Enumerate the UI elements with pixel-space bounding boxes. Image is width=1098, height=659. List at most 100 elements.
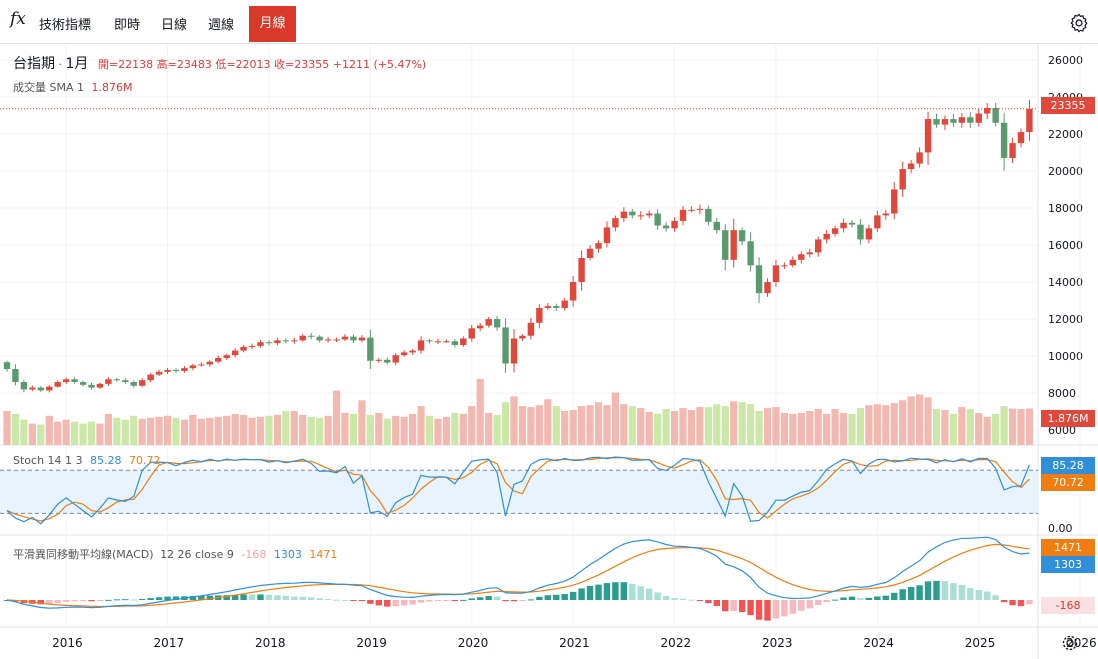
- macd-histogram-bar: [265, 594, 273, 600]
- volume-bar: [54, 421, 62, 445]
- candle-body: [3, 362, 11, 370]
- volume-bar: [704, 407, 712, 445]
- interval-daily[interactable]: 日線: [161, 18, 188, 33]
- volume-bar: [569, 410, 577, 445]
- ohlc-values: 開=22138 高=23483 低=22013 收=23355 +1211 (+…: [97, 58, 427, 71]
- volume-legend: 成交量 SMA 1 1.876M: [13, 79, 132, 95]
- candle-body: [79, 382, 87, 385]
- macd-histogram-bar: [620, 582, 628, 600]
- candle-body: [324, 339, 332, 341]
- macd-histogram-bar: [426, 600, 433, 602]
- volume-bar: [941, 410, 949, 445]
- macd-histogram-bar: [468, 598, 475, 600]
- macd-histogram-bar: [172, 596, 180, 600]
- candle-body: [747, 241, 754, 266]
- volume-bar: [628, 406, 636, 445]
- volume-label: 成交量 SMA 1: [13, 81, 84, 94]
- candle-body: [586, 248, 594, 258]
- macd-histogram-bar: [916, 585, 923, 600]
- settings-gear-icon[interactable]: [1068, 12, 1090, 34]
- candle-body: [426, 340, 433, 342]
- price-tick-label: 6000: [1048, 424, 1076, 437]
- volume-bar: [375, 412, 383, 445]
- candle-body: [248, 345, 256, 347]
- interval-monthly-active[interactable]: 月線: [249, 6, 296, 42]
- macd-histogram-bar: [933, 580, 940, 600]
- macd-histogram-bar: [865, 597, 873, 600]
- macd-histogram-bar: [629, 583, 636, 600]
- candle-body: [392, 355, 399, 363]
- candle-body: [206, 361, 213, 365]
- volume-bar: [747, 404, 755, 445]
- volume-bar: [814, 409, 822, 445]
- candle-body: [341, 336, 349, 340]
- macd-histogram-bar: [96, 600, 104, 601]
- macd-histogram-bar: [764, 600, 771, 621]
- macd-histogram-bar: [451, 600, 459, 601]
- indicators-button[interactable]: 技術指標: [39, 18, 92, 33]
- candle-body: [713, 221, 720, 231]
- candle-body: [831, 228, 839, 234]
- volume-bar: [147, 417, 155, 445]
- stoch-legend: Stoch 14 1 3 85.28 70.72: [13, 454, 161, 467]
- candle-body: [603, 227, 611, 244]
- candle-body: [637, 215, 644, 217]
- volume-bar: [451, 412, 459, 445]
- volume-bar: [873, 404, 881, 445]
- fx-icon[interactable]: fx: [10, 9, 26, 29]
- macd-histogram-bar: [367, 600, 374, 604]
- stoch-name: Stoch: [13, 454, 45, 467]
- macd-histogram-bar: [713, 600, 720, 607]
- volume-bar: [434, 418, 442, 445]
- macd-histogram-bar: [113, 599, 121, 601]
- volume-bar: [730, 401, 738, 445]
- macd-histogram-bar: [147, 598, 154, 600]
- macd-histogram-bar: [789, 600, 797, 614]
- interval-weekly[interactable]: 週線: [208, 18, 235, 33]
- volume-bar: [848, 413, 856, 445]
- candle-body: [722, 230, 729, 260]
- volume-bar: [248, 417, 256, 445]
- volume-bar: [772, 407, 780, 445]
- candle-body: [967, 117, 974, 123]
- volume-bar: [485, 412, 493, 445]
- volume-bar: [130, 415, 138, 445]
- candle-body: [198, 364, 205, 366]
- candle-body: [113, 379, 121, 381]
- candle-body: [789, 259, 797, 266]
- stoch-d-value: 70.72: [129, 454, 161, 467]
- volume-bar: [87, 421, 96, 445]
- price-tick-label: 18000: [1048, 202, 1083, 215]
- macd-histogram-bar: [105, 599, 112, 601]
- candle-body: [755, 265, 763, 294]
- candle-body: [29, 387, 36, 390]
- volume-bar: [907, 396, 915, 445]
- volume-bar: [966, 409, 974, 445]
- price-tick-label: 26000: [1048, 54, 1083, 67]
- macd-histogram-bar: [815, 600, 822, 606]
- time-axis-settings-icon[interactable]: [1062, 635, 1078, 651]
- candle-body: [578, 257, 585, 283]
- volume-bar: [721, 406, 729, 445]
- candle-body: [96, 383, 104, 388]
- stoch-d-tag: 70.72: [1041, 474, 1095, 491]
- macd-histogram-bar: [460, 599, 467, 601]
- volume-bar: [899, 400, 907, 445]
- volume-bar: [28, 423, 36, 445]
- macd-histogram-bar: [443, 600, 450, 601]
- candle-body: [460, 338, 467, 345]
- macd-histogram-bar: [155, 597, 163, 600]
- interval-realtime[interactable]: 即時: [114, 18, 141, 33]
- time-tick-label: 2021: [559, 636, 590, 650]
- candle-body: [485, 319, 492, 326]
- candle-body: [502, 327, 509, 364]
- candle-body: [291, 340, 298, 342]
- volume-bar: [189, 414, 197, 445]
- volume-value: 1.876M: [91, 81, 133, 94]
- candle-body: [519, 335, 526, 339]
- volume-bar: [983, 416, 991, 445]
- macd-histogram-bar: [967, 588, 974, 600]
- chart-area[interactable]: 6000 8000 10000 12000 14000 16000 18000 20000 22…: [0, 44, 1098, 659]
- candle-body: [536, 307, 543, 323]
- candle-body: [924, 119, 932, 153]
